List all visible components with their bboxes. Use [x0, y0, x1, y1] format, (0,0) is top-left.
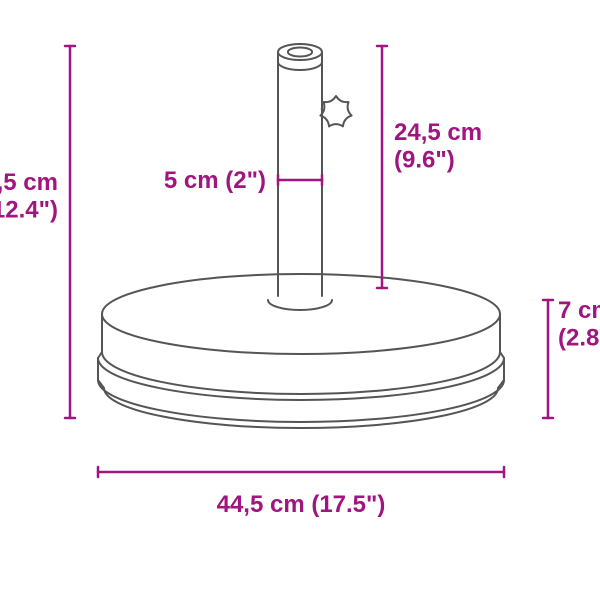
dimensions	[65, 46, 553, 477]
product-outline	[98, 44, 504, 428]
label-total-height: 31,5 cm(12.4")	[0, 169, 58, 224]
label-tube-diameter: 5 cm (2")	[164, 167, 266, 194]
label-base-diameter: 44,5 cm (17.5")	[217, 491, 386, 518]
tightening-knob-icon	[320, 96, 351, 126]
label-base-height: 7 cm(2.8")	[558, 297, 600, 352]
dimension-diagram: 31,5 cm(12.4") 24,5 cm(9.6") 5 cm (2") 7 cm…	[0, 0, 600, 600]
label-tube-height: 24,5 cm(9.6")	[394, 119, 482, 174]
